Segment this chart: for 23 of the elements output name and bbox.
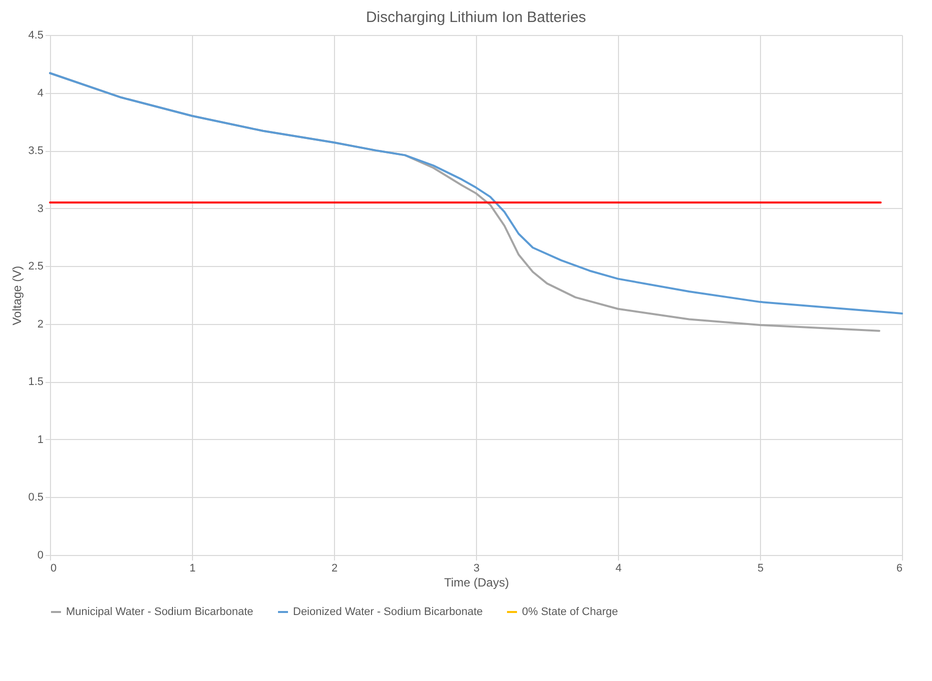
y-tick-label: 2	[37, 318, 44, 330]
y-tick-label: 0	[37, 550, 44, 562]
legend-label: Deionized Water - Sodium Bicarbonate	[293, 606, 483, 618]
y-tick-label: 1	[37, 434, 44, 446]
legend-label: Municipal Water - Sodium Bicarbonate	[66, 606, 254, 618]
y-tick-label: 3	[37, 202, 44, 215]
x-tick-label: 2	[331, 562, 338, 574]
y-axis-title: Voltage (V)	[10, 266, 24, 326]
x-tick-label: 5	[757, 562, 764, 574]
y-tick-label: 0.5	[28, 492, 44, 504]
chart-title: Discharging Lithium Ion Batteries	[366, 9, 586, 26]
x-tick-label: 4	[615, 562, 622, 574]
x-tick-label: 3	[473, 562, 480, 574]
y-tick-label: 1.5	[28, 376, 44, 388]
x-tick-label: 0	[50, 562, 57, 574]
y-tick-label: 4.5	[28, 30, 44, 42]
y-tick-label: 3.5	[28, 145, 44, 158]
y-tick-label: 4	[37, 87, 44, 100]
legend-label: 0% State of Charge	[522, 606, 618, 618]
x-tick-label: 1	[189, 562, 196, 574]
x-axis-title: Time (Days)	[444, 576, 509, 590]
x-tick-label: 6	[896, 562, 902, 574]
y-tick-label: 2.5	[28, 260, 44, 273]
